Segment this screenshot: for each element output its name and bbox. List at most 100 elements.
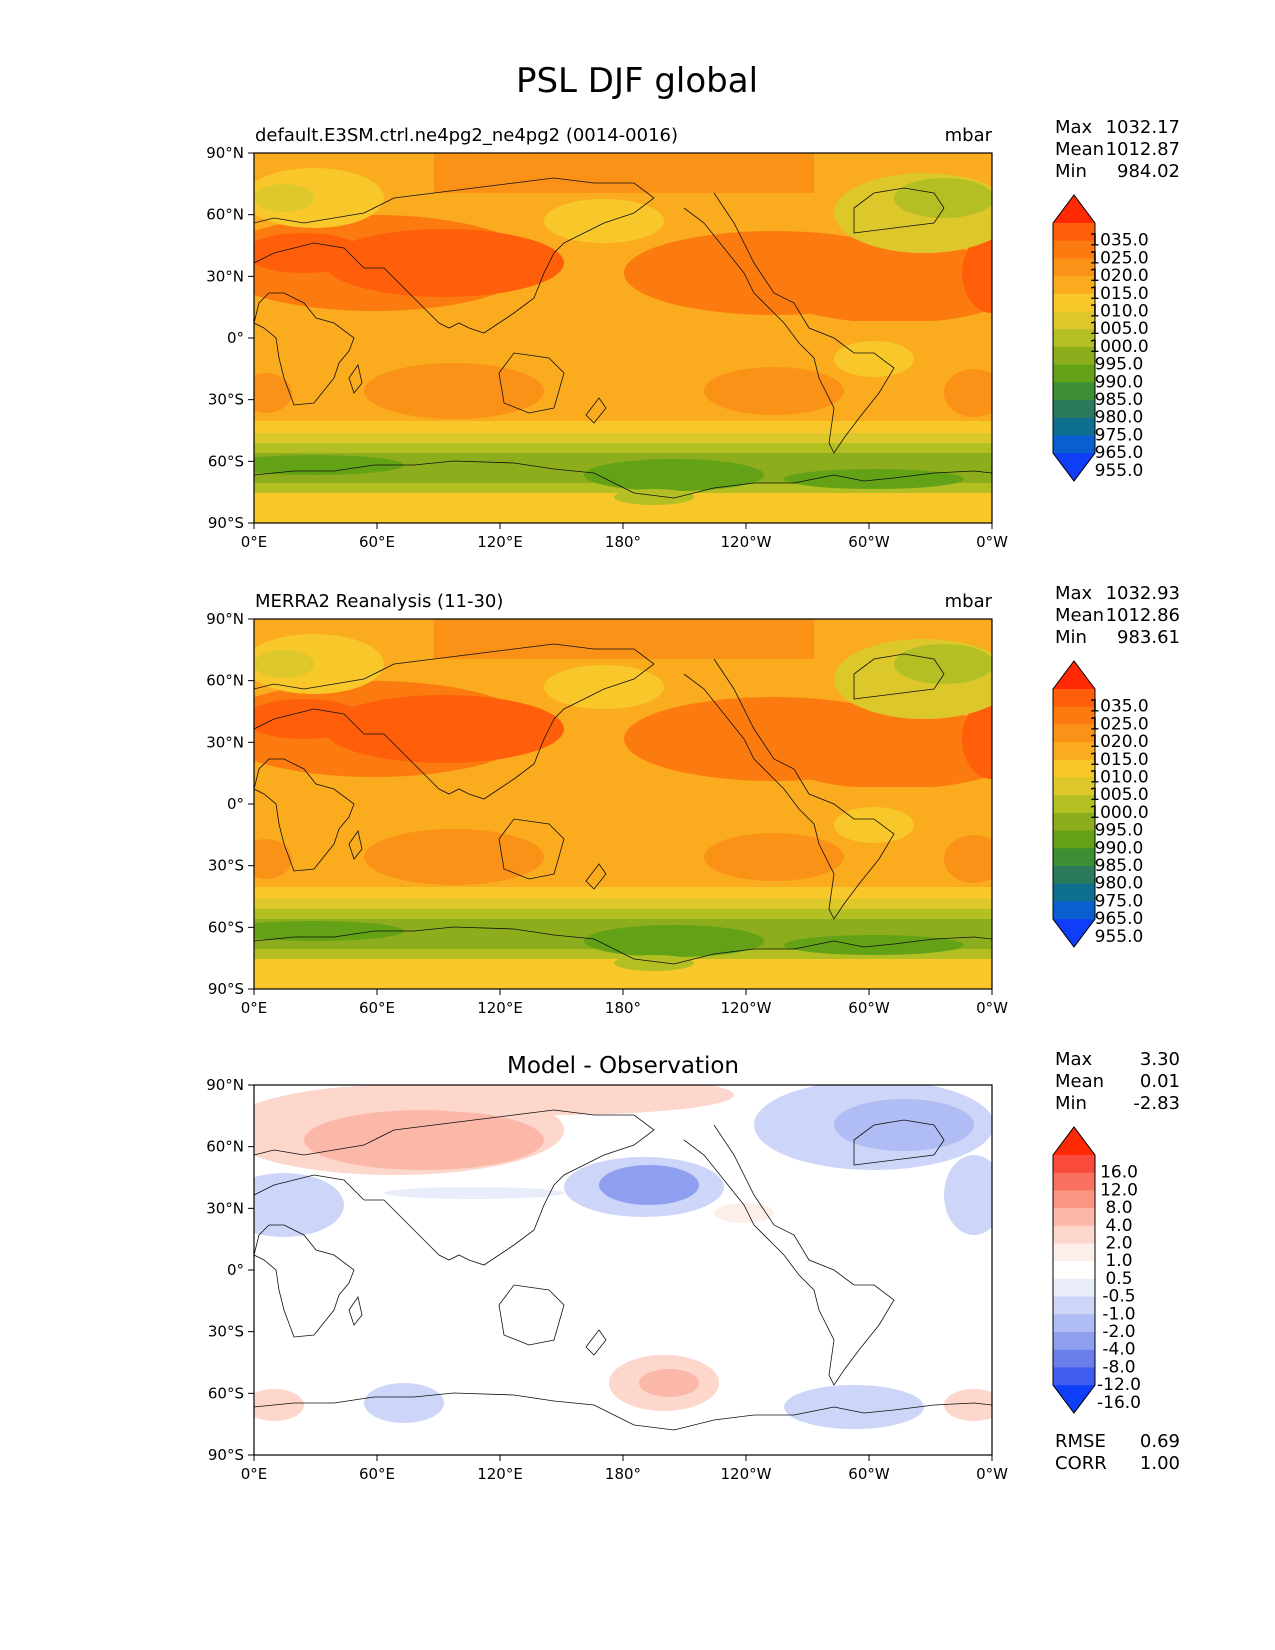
colorbar-tick-label: 1000.0 <box>1089 803 1148 823</box>
x-tick-label: 0°W <box>976 1465 1008 1483</box>
metric-label: RMSE <box>1055 1431 1106 1452</box>
colorbar-tick-label: 975.0 <box>1095 425 1144 445</box>
metric-value: 0.69 <box>1140 1431 1180 1452</box>
colorbar-bin <box>1053 1190 1095 1209</box>
colorbar-bin <box>1053 706 1095 725</box>
colorbar-bin <box>1053 293 1095 312</box>
colorbar-bin <box>1053 848 1095 867</box>
panel-title: Model - Observation <box>507 1053 739 1079</box>
colorbar-tick-label: 1005.0 <box>1089 319 1148 339</box>
colorbar: 1035.01025.01020.01015.01010.01005.01000… <box>1052 660 1149 948</box>
panels: default.E3SM.ctrl.ne4pg2_ne4pg2 (0014-00… <box>206 117 1180 1483</box>
stat-value: 1012.86 <box>1106 605 1180 626</box>
colorbar-bin <box>1053 1225 1095 1244</box>
stat-label: Max <box>1055 583 1093 604</box>
colorbar-bin <box>1053 830 1095 849</box>
colorbar-tick-label: 1020.0 <box>1089 732 1148 752</box>
colorbar-tick-label: -0.5 <box>1102 1287 1135 1307</box>
colorbar-bin <box>1053 812 1095 832</box>
stat-value: 3.30 <box>1140 1049 1180 1070</box>
colorbar-tick-label: -4.0 <box>1102 1340 1135 1360</box>
y-tick-label: 90°S <box>208 1446 244 1464</box>
y-tick-label: 90°S <box>208 514 244 532</box>
x-tick-label: 0°E <box>241 999 268 1017</box>
colorbar-tick-label: 0.5 <box>1105 1269 1132 1289</box>
colorbar-bin <box>1053 1278 1095 1298</box>
stat-label: Mean <box>1055 139 1104 160</box>
y-tick-label: 60°N <box>206 206 244 224</box>
colorbar-bin <box>1053 258 1095 277</box>
colorbar-tick-label: 1025.0 <box>1089 248 1148 268</box>
colorbar-tick-label: 980.0 <box>1095 874 1144 894</box>
colorbar-bin <box>1053 1261 1095 1280</box>
stat-value: 1032.93 <box>1106 583 1180 604</box>
y-tick-label: 90°N <box>206 610 244 628</box>
colorbar: 1035.01025.01020.01015.01010.01005.01000… <box>1052 194 1149 482</box>
x-tick-label: 180° <box>605 1465 641 1483</box>
stat-value: 983.61 <box>1117 627 1180 648</box>
x-tick-label: 120°W <box>721 1465 772 1483</box>
colorbar-tick-label: 1005.0 <box>1089 785 1148 805</box>
contour-fill <box>254 153 992 523</box>
y-tick-label: 90°S <box>208 980 244 998</box>
colorbar-tick-label: -12.0 <box>1097 1375 1141 1395</box>
x-tick-label: 60°E <box>359 999 395 1017</box>
colorbar-tick-label: 1025.0 <box>1089 714 1148 734</box>
map-field <box>253 152 993 524</box>
colorbar-bin <box>1053 276 1095 295</box>
y-tick-label: 60°S <box>208 452 244 470</box>
colorbar-tick-label: 1000.0 <box>1089 337 1148 357</box>
colorbar-tick-label: -1.0 <box>1102 1304 1135 1324</box>
colorbar-bin <box>1053 364 1095 383</box>
y-tick-label: 90°N <box>206 144 244 162</box>
figure-title: PSL DJF global <box>516 61 758 101</box>
colorbar-tick-label: 995.0 <box>1095 821 1144 841</box>
map-field <box>253 1084 993 1456</box>
panel-3: Model - Observation 90°N 60°N 30°N 0° 30°S 60°… <box>206 1049 1180 1483</box>
colorbar-bin <box>1053 1155 1095 1174</box>
contour-fill <box>254 1085 992 1455</box>
colorbar-tick-label: 4.0 <box>1105 1216 1132 1236</box>
panel-1: default.E3SM.ctrl.ne4pg2_ne4pg2 (0014-00… <box>206 117 1180 551</box>
y-tick-label: 30°S <box>208 391 244 409</box>
colorbar-tick-label: 16.0 <box>1100 1163 1138 1183</box>
x-tick-label: 60°E <box>359 1465 395 1483</box>
stat-value: 984.02 <box>1117 161 1180 182</box>
x-tick-label: 0°W <box>976 999 1008 1017</box>
colorbar-bin <box>1053 400 1095 419</box>
x-tick-label: 120°W <box>721 533 772 551</box>
y-tick-label: 0° <box>227 1261 244 1279</box>
colorbar-bin <box>1053 883 1095 902</box>
y-tick-label: 30°N <box>206 733 244 751</box>
colorbar-outline <box>1052 194 1096 482</box>
colorbar-tick-label: -8.0 <box>1102 1357 1135 1377</box>
colorbar-bin <box>1053 382 1095 401</box>
colorbar-tick-label: 985.0 <box>1095 856 1144 876</box>
units-label: mbar <box>945 125 993 146</box>
colorbar-bin <box>1053 435 1095 454</box>
colorbar-bin <box>1053 759 1095 778</box>
x-tick-label: 120°E <box>477 533 523 551</box>
colorbar-bin <box>1053 742 1095 761</box>
panel-title: default.E3SM.ctrl.ne4pg2_ne4pg2 (0014-00… <box>255 125 678 146</box>
colorbar-tick-label: 955.0 <box>1095 461 1144 481</box>
colorbar-tick-label: 1.0 <box>1105 1251 1132 1271</box>
colorbar-bin <box>1053 417 1095 436</box>
stat-label: Min <box>1055 161 1087 182</box>
x-tick-label: 120°W <box>721 999 772 1017</box>
colorbar-bin <box>1053 1296 1095 1315</box>
colorbar-bin <box>1053 346 1095 366</box>
x-tick-label: 60°W <box>848 999 890 1017</box>
colorbar-tick-label: 1010.0 <box>1089 768 1148 788</box>
colorbar-bin <box>1053 1349 1095 1368</box>
colorbar-tick-label: 1015.0 <box>1089 284 1148 304</box>
contour-fill <box>254 619 992 989</box>
metric-label: CORR <box>1055 1453 1107 1474</box>
stat-label: Max <box>1055 117 1093 138</box>
colorbar-bin <box>1053 1208 1095 1227</box>
x-tick-label: 120°E <box>477 999 523 1017</box>
colorbar-bin <box>1053 329 1095 348</box>
stat-label: Min <box>1055 1093 1087 1114</box>
colorbar-tick-label: -16.0 <box>1097 1393 1141 1413</box>
